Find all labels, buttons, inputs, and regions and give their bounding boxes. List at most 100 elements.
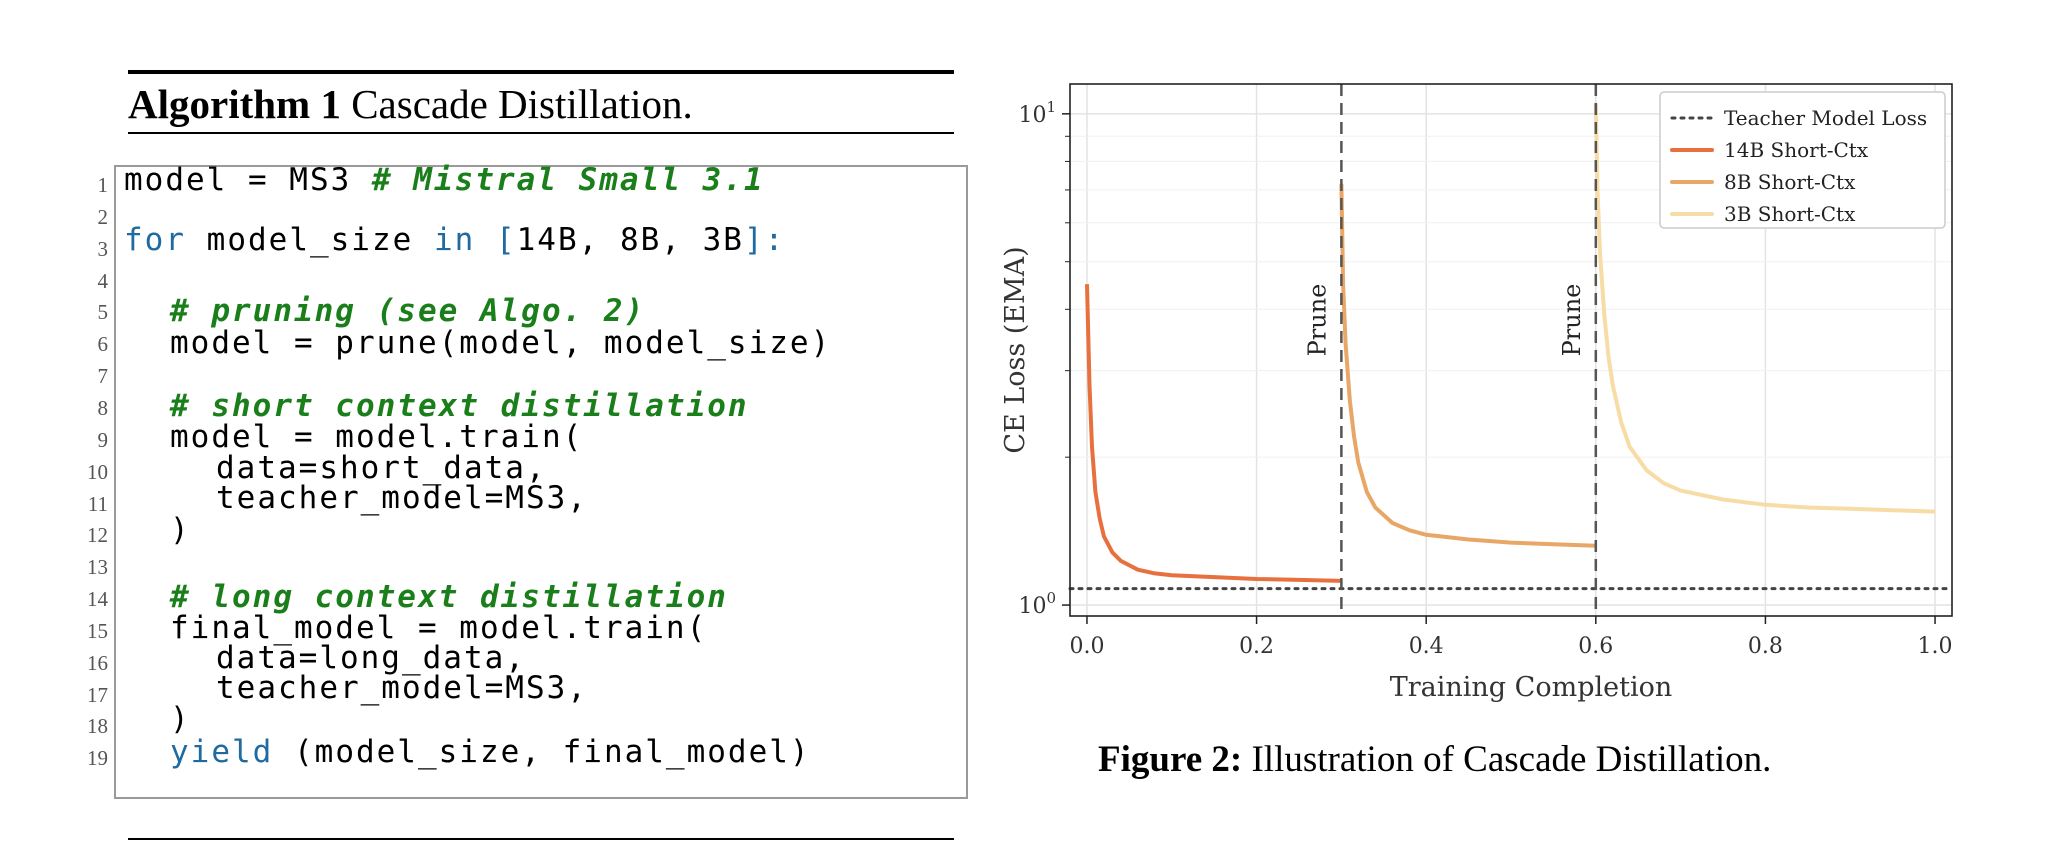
x-axis-label: Training Completion (1390, 672, 1672, 703)
algorithm-title-rule (128, 132, 954, 134)
code-line-16: data=long_data, (216, 641, 526, 675)
line-number: 8 (97, 395, 109, 420)
gutter-mark (114, 205, 116, 232)
series-line-0 (1085, 284, 1342, 583)
code-line-17-text: teacher_model=MS3, (216, 670, 588, 706)
algorithm-bottom-rule (128, 838, 954, 840)
code-comment: # pruning (see Algo. 2) (170, 293, 646, 329)
gutter-mark (114, 365, 116, 392)
y-tick-label: 100 (1018, 589, 1056, 619)
line-number: 14 (87, 587, 108, 612)
code-line-18: ) (170, 702, 191, 736)
code-line-12: ) (170, 513, 191, 547)
figure-caption-text: Illustration of Cascade Distillation. (1251, 739, 1772, 780)
gutter-mark (114, 333, 116, 360)
code-line-15: final_model = model.train( (170, 611, 707, 645)
prune-label: Prune (1558, 284, 1586, 357)
y-tick-label: 101 (1018, 98, 1056, 128)
code-line-16-text: data=long_data, (216, 640, 526, 676)
code-line-12-text: ) (170, 512, 191, 548)
code-line-9-text: model = model.train( (170, 419, 584, 455)
x-tick-label: 0.0 (1069, 634, 1104, 659)
code-text: (model_size, final_model) (273, 734, 811, 770)
gutter-mark (114, 683, 116, 710)
series-line-1 (1339, 183, 1596, 548)
code-line-15-text: final_model = model.train( (170, 610, 708, 646)
line-number: 3 (97, 236, 109, 261)
series-line-2 (1593, 103, 1936, 514)
figure-caption: Figure 2: Illustration of Cascade Distil… (1098, 738, 1771, 782)
legend-label: 14B Short-Ctx (1724, 138, 1869, 162)
code-line-1-text: model = MS3 (124, 162, 372, 198)
algorithm-top-rule (128, 70, 954, 74)
code-text: 14B, 8B, 3B (516, 222, 744, 258)
algorithm-title-text: Cascade Distillation. (351, 81, 693, 127)
code-line-8: # short context distillation (170, 389, 749, 423)
line-number: 13 (87, 555, 108, 580)
code-line-5: # pruning (see Algo. 2) (170, 294, 645, 328)
code-line-11: teacher_model=MS3, (216, 481, 588, 515)
gutter-mark (114, 174, 116, 200)
y-axis-label: CE Loss (EMA) (1000, 246, 1031, 453)
code-line-11-text: teacher_model=MS3, (216, 480, 588, 516)
x-tick-label: 0.6 (1578, 634, 1613, 659)
line-number: 11 (87, 491, 108, 516)
code-line-6: model = prune(model, model_size) (170, 326, 831, 360)
gutter-mark (114, 237, 116, 264)
code-bracket: [ (475, 222, 517, 258)
line-number: 17 (87, 682, 108, 707)
figure-caption-label: Figure 2: (1098, 739, 1243, 780)
code-line-14: # long context distillation (170, 580, 728, 614)
line-number: 2 (97, 204, 109, 229)
gutter-mark (114, 460, 116, 487)
code-keyword-in: in (433, 222, 476, 258)
legend-label: Teacher Model Loss (1724, 106, 1927, 130)
gutter-mark (114, 556, 116, 583)
algorithm-title: Algorithm 1 Cascade Distillation. (128, 80, 693, 128)
gutter-mark (114, 524, 116, 551)
gutter-mark (114, 715, 116, 742)
gutter-mark (114, 428, 116, 455)
code-line-3: for model_size in [14B, 8B, 3B]: (124, 223, 785, 257)
line-number: 18 (87, 714, 108, 739)
line-number: 10 (87, 459, 108, 484)
gutter-mark (114, 269, 116, 296)
x-tick-label: 1.0 (1918, 634, 1953, 659)
code-text: model_size (186, 222, 434, 258)
x-tick-label: 0.2 (1239, 634, 1274, 659)
gutter-mark (114, 301, 116, 328)
code-bracket: ]: (743, 222, 786, 258)
gutter-mark (114, 492, 116, 519)
code-line-10: data=short_data, (216, 451, 547, 485)
x-tick-label: 0.8 (1748, 634, 1783, 659)
line-number: 5 (97, 300, 109, 325)
line-number: 16 (87, 650, 108, 675)
prune-label: Prune (1303, 284, 1331, 357)
line-number: 4 (97, 268, 109, 293)
code-line-9: model = model.train( (170, 420, 583, 454)
legend-label: 3B Short-Ctx (1724, 202, 1856, 226)
line-number: 15 (87, 618, 108, 643)
code-comment: # short context distillation (170, 388, 749, 424)
code-comment: # long context distillation (170, 579, 728, 615)
legend-label: 8B Short-Ctx (1724, 170, 1856, 194)
code-line-6-text: model = prune(model, model_size) (170, 325, 832, 361)
plot-frame (1069, 83, 1953, 617)
line-number: 19 (87, 746, 108, 771)
code-line-18-text: ) (170, 701, 191, 737)
code-keyword-for: for (124, 222, 186, 258)
code-line-10-text: data=short_data, (216, 450, 547, 486)
code-line-17: teacher_model=MS3, (216, 671, 588, 705)
line-number: 1 (97, 173, 109, 197)
x-tick-label: 0.4 (1409, 634, 1444, 659)
code-comment: # Mistral Small 3.1 (371, 162, 765, 198)
gutter-mark (114, 619, 116, 646)
gutter-mark (114, 747, 116, 774)
gutter-mark (114, 651, 116, 678)
gutter-mark (114, 588, 116, 615)
code-line-19: yield (model_size, final_model) (170, 735, 811, 769)
code-line-1: model = MS3 # Mistral Small 3.1 (124, 163, 765, 197)
line-number: 6 (97, 332, 109, 357)
loss-chart: Prune Prune 0.0 0.2 0.4 0.6 0.8 1.0 100 101 Traini… (1000, 83, 1954, 703)
line-number: 7 (97, 364, 109, 389)
